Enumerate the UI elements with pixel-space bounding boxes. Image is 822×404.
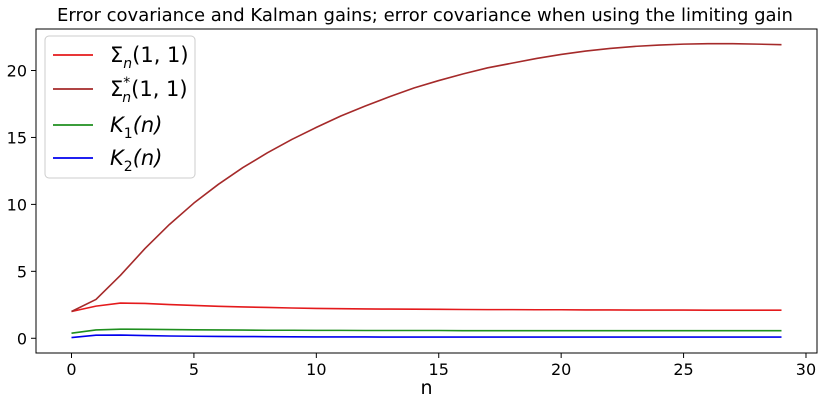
- series-line-3: [71, 328, 782, 334]
- y-tick-label: 10: [7, 195, 27, 214]
- plot-area: [71, 42, 782, 339]
- legend-label-2: Σ* n(1, 1): [110, 75, 188, 106]
- series-line-1: [71, 302, 782, 313]
- chart-title: Error covariance and Kalman gains; error…: [57, 5, 793, 26]
- x-tick-label: 10: [306, 360, 326, 379]
- x-axis-label: n: [420, 377, 432, 399]
- legend-label-4: K2(n): [110, 146, 162, 175]
- x-tick-label: 30: [796, 360, 816, 379]
- legend-label-3: K1(n): [110, 113, 162, 142]
- x-tick-label: 15: [429, 360, 449, 379]
- y-tick-label: 0: [17, 329, 27, 348]
- y-tick-label: 15: [7, 128, 27, 147]
- plot-frame: [35, 28, 818, 354]
- x-tick-label: 0: [66, 360, 76, 379]
- x-axis: 0 5 10 15 20 25 30: [66, 353, 816, 379]
- series-line-2: [71, 42, 782, 313]
- legend-label-1: Σn(1, 1): [110, 43, 189, 72]
- y-tick-label: 20: [7, 62, 27, 81]
- x-tick-label: 25: [673, 360, 693, 379]
- legend: Σn(1, 1) Σ* n(1, 1) K1(n) K2(n): [44, 35, 196, 179]
- x-tick-label: 20: [551, 360, 571, 379]
- y-axis: 0 5 10 15 20: [7, 62, 36, 348]
- y-tick-label: 5: [17, 262, 27, 281]
- series-line-4: [71, 334, 782, 339]
- x-tick-label: 5: [189, 360, 199, 379]
- legend-box: [44, 35, 196, 179]
